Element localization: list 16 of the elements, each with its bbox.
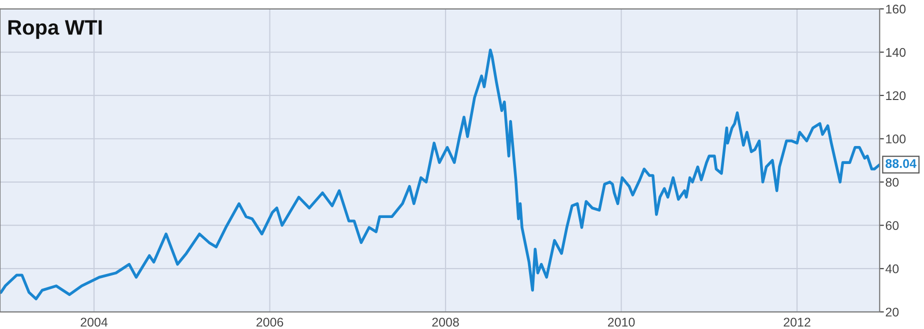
y-tick-label: 160 xyxy=(886,4,906,14)
y-tick-label: 60 xyxy=(886,221,899,230)
x-tick-label: 2008 xyxy=(432,318,459,327)
y-tick-label: 100 xyxy=(886,134,906,144)
chart-title: Ropa WTI xyxy=(8,20,102,39)
y-tick-label: 40 xyxy=(885,264,899,274)
y-tick-label: 80 xyxy=(886,178,899,187)
line-series xyxy=(0,48,880,300)
x-tick-label: 2004 xyxy=(80,318,108,327)
y-tick-label: 20 xyxy=(886,308,899,317)
x-tick-label: 2012 xyxy=(784,318,810,327)
x-tick-label: 2010 xyxy=(608,318,635,327)
annotation: 88.04 xyxy=(886,159,916,168)
x-tick-label: 2006 xyxy=(256,318,284,327)
y-tick-label: 120 xyxy=(886,91,906,100)
y-tick-label: 140 xyxy=(886,48,906,57)
